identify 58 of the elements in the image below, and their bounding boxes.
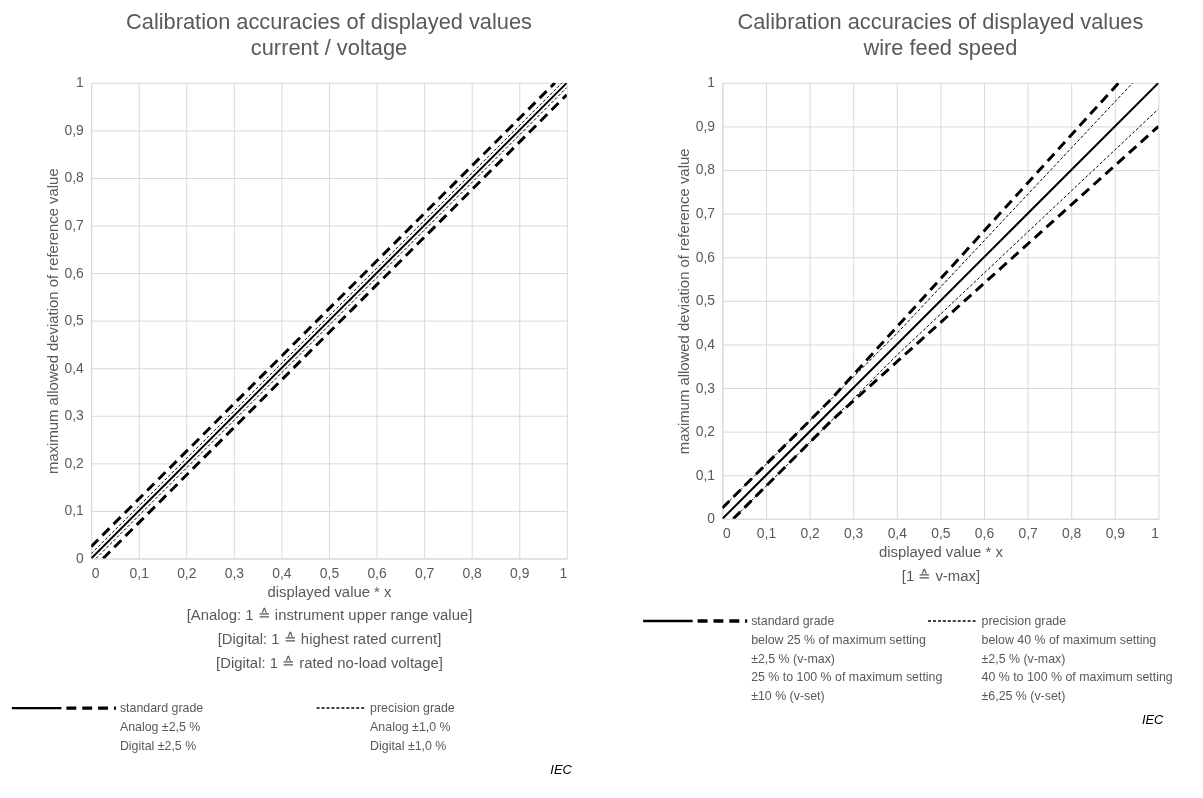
x-tick-label: 0,4 (887, 525, 908, 542)
y-tick-label: 0,5 (64, 312, 85, 329)
y-tick-label: 0,9 (64, 121, 85, 138)
x-tick-label: 0,8 (462, 564, 483, 581)
legend-label: precision grade Analog ±1,0 % Digital ±1,0 % (370, 701, 455, 753)
x-tick-label: 0,6 (974, 525, 995, 542)
y-tick-label: 0,4 (695, 335, 716, 352)
y-tick-label: 0,8 (64, 169, 85, 186)
x-tick-label: 0,2 (177, 564, 197, 581)
y-tick-label: 0,8 (695, 161, 716, 178)
legend-label: standard grade Analog ±2,5 % Digital ±2,5 % (119, 701, 204, 753)
y-tick-label: 0,1 (695, 466, 716, 483)
y-tick-label: 1 (707, 74, 716, 91)
y-tick-label: 0,4 (64, 359, 85, 376)
x-tick-label: 0,5 (931, 525, 951, 542)
legend-label: precision grade below 40 % of maximum setting ±2,5 % (v-max) 40 % to 100 % of maximum setting ±6,25 % (v-set) (981, 613, 1173, 704)
y-tick-label: 0,2 (695, 423, 716, 440)
text: IEC (550, 761, 573, 777)
y-tick-label: 0 (707, 510, 716, 527)
x-tick-label: 0,3 (224, 564, 245, 581)
y-tick-label: 0,6 (695, 248, 716, 265)
y-tick-label: 1 (76, 74, 85, 91)
x-tick-label: 0,3 (844, 525, 864, 542)
x-axis-title: displayed value * x [1 ≙ v-max] (878, 544, 1004, 584)
x-tick-label: 1 (559, 564, 568, 581)
x-tick-label: 0,6 (367, 564, 387, 581)
chart-title: Calibration accuracies of displayed values (737, 9, 1144, 35)
y-tick-label: 0,7 (64, 216, 85, 233)
x-axis-title: displayed value * x [Analog: 1 ≙ instrument upper range value] [Digital: 1 ≙ highest rated current] [Digital: 1 ≙ rated no-load voltage] (186, 583, 473, 671)
x-tick-label: 1 (1151, 525, 1160, 542)
x-tick-label: 0,4 (272, 564, 292, 581)
y-tick-label: 0,1 (64, 502, 85, 519)
y-axis-title: maximum allowed deviation of reference value (44, 168, 61, 474)
x-tick-label: 0,2 (800, 525, 821, 542)
y-tick-label: 0,5 (695, 292, 716, 309)
text: IEC (1141, 711, 1165, 727)
y-tick-label: 0,7 (695, 205, 716, 222)
chart-title: Calibration accuracies of displayed values (126, 9, 533, 35)
y-tick-label: 0 (76, 549, 85, 566)
legend-label: standard grade below 25 % of maximum setting ±2,5 % (v-max) 25 % to 100 % of maximum setting ±10 % (v-set) (751, 613, 943, 704)
y-tick-label: 0,6 (64, 264, 85, 281)
x-tick-label: 0,7 (414, 564, 435, 581)
x-tick-label: 0,9 (1105, 525, 1126, 542)
chart-subtitle: wire feed speed (862, 35, 1018, 61)
y-tick-label: 0,9 (695, 117, 716, 134)
y-tick-label: 0,2 (64, 454, 85, 471)
x-tick-label: 0 (722, 525, 731, 542)
y-tick-label: 0,3 (695, 379, 716, 396)
x-tick-label: 0,1 (756, 525, 777, 542)
x-tick-label: 0 (91, 564, 100, 581)
y-axis-title: maximum allowed deviation of reference value (675, 148, 692, 455)
x-tick-label: 0,9 (510, 564, 530, 581)
chart-subtitle: current / voltage (250, 35, 408, 61)
x-tick-label: 0,5 (319, 564, 340, 581)
x-tick-label: 0,8 (1062, 525, 1082, 542)
x-tick-label: 0,7 (1018, 525, 1039, 542)
x-tick-label: 0,1 (129, 564, 150, 581)
y-tick-label: 0,3 (64, 407, 85, 424)
